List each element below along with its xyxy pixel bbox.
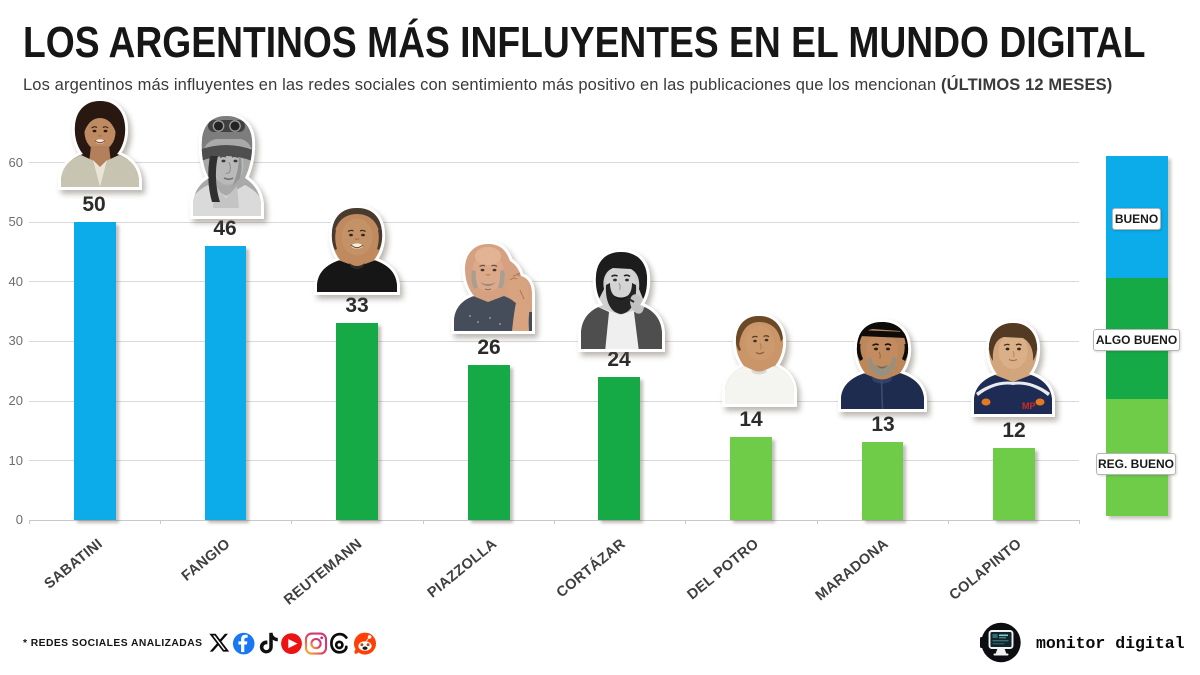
svg-text:MP: MP xyxy=(1022,401,1036,411)
